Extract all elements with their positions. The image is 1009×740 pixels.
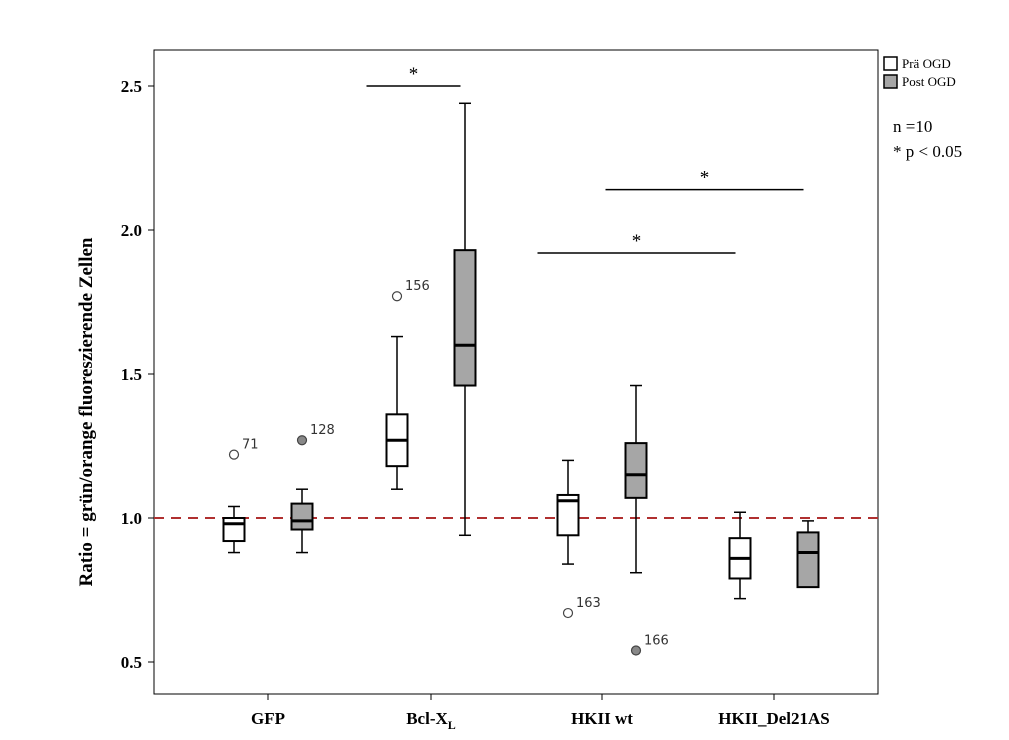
outlier-label: 163	[576, 596, 601, 611]
box-iqr	[556, 493, 580, 537]
significance-bar: *	[537, 231, 736, 254]
significance-star: *	[700, 168, 710, 189]
legend: Prä OGD Post OGD	[883, 56, 956, 89]
significance-group: * * *	[366, 64, 804, 254]
outlier-point	[562, 607, 574, 619]
box-3-0	[728, 511, 752, 600]
legend-swatch-post	[883, 74, 898, 89]
box-iqr	[453, 249, 477, 387]
box-iqr	[796, 531, 820, 589]
x-tick-label: Bcl-XL	[406, 709, 456, 732]
x-tick-label: GFP	[251, 709, 285, 728]
significance-star: *	[409, 64, 419, 85]
y-tick-label: 1.5	[121, 365, 142, 384]
legend-swatch-pre	[883, 56, 898, 71]
x-tick-label: HKII_Del21AS	[718, 709, 829, 728]
outlier-point	[630, 645, 642, 656]
boxes-group: 71 128 156 163 166	[222, 102, 820, 656]
outlier-point	[296, 435, 308, 446]
plot-frame	[153, 49, 879, 695]
x-axis: GFP Bcl-XL HKII wt HKII_Del21AS	[251, 694, 830, 732]
y-tick-label: 2.0	[121, 221, 142, 240]
box-1-0: 156	[385, 279, 430, 490]
x-tick-label: HKII wt	[571, 709, 633, 728]
y-axis: 0.5 1.0 1.5 2.0 2.5	[121, 77, 154, 672]
legend-label-pre: Prä OGD	[902, 56, 951, 71]
significance-bar: *	[366, 64, 461, 87]
box-3-1	[796, 520, 820, 589]
box-iqr	[624, 442, 648, 499]
box-0-0: 71	[222, 438, 259, 554]
outlier-label: 166	[644, 633, 669, 648]
box-iqr	[290, 502, 314, 531]
outlier-label: 128	[310, 423, 335, 438]
significance-star: *	[632, 231, 642, 252]
y-tick-label: 2.5	[121, 77, 142, 96]
outlier-label: 71	[242, 438, 259, 453]
outlier-point	[228, 449, 240, 460]
y-axis-label: Ratio = grün/orange fluoreszierende Zell…	[76, 237, 97, 586]
outlier-label: 156	[405, 279, 430, 294]
significance-bar: *	[605, 168, 804, 191]
box-0-1: 128	[290, 423, 335, 554]
y-tick-label: 0.5	[121, 653, 142, 672]
outlier-point	[391, 291, 403, 302]
annotation-p: * p < 0.05	[893, 142, 962, 161]
box-iqr	[222, 517, 246, 543]
legend-label-post: Post OGD	[902, 74, 956, 89]
annotation-n: n =10	[893, 117, 932, 136]
y-tick-label: 1.0	[121, 509, 142, 528]
box-2-1: 166	[624, 384, 669, 656]
box-1-1	[453, 102, 477, 537]
box-2-0: 163	[556, 459, 601, 619]
